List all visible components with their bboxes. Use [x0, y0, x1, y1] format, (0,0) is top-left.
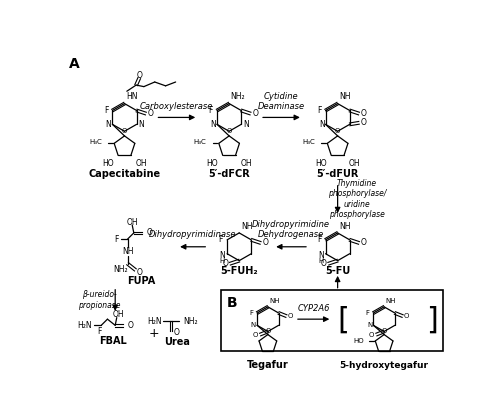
Text: O: O [360, 239, 366, 247]
Text: O: O [136, 268, 142, 277]
Text: Carboxylesterase: Carboxylesterase [140, 102, 213, 111]
Text: HO: HO [206, 159, 218, 168]
Text: NH₂: NH₂ [230, 92, 246, 101]
Text: +: + [148, 326, 160, 340]
Text: H₃C: H₃C [302, 139, 315, 145]
Text: O: O [360, 118, 366, 127]
Text: HN: HN [126, 92, 138, 101]
Text: H₂N: H₂N [78, 321, 92, 330]
Text: O: O [222, 259, 228, 268]
Text: N: N [250, 322, 256, 328]
Text: FUPA: FUPA [128, 276, 156, 286]
Text: O: O [226, 128, 232, 134]
Text: O: O [404, 313, 409, 319]
Text: Dihydropyrimidinase: Dihydropyrimidinase [149, 230, 236, 239]
Text: O: O [382, 328, 387, 334]
Text: N: N [319, 120, 324, 129]
Text: β-ureido-
propionase: β-ureido- propionase [78, 290, 121, 310]
Text: F: F [104, 106, 108, 115]
Text: F: F [218, 235, 223, 244]
Text: NH₂: NH₂ [184, 317, 198, 326]
Text: N: N [243, 120, 248, 129]
Text: O: O [335, 128, 340, 134]
Text: O: O [360, 109, 366, 118]
Text: ]: ] [426, 306, 438, 334]
Text: NH: NH [241, 222, 252, 231]
Text: Dihydropyrimidine
Dehydrogenase: Dihydropyrimidine Dehydrogenase [252, 220, 330, 239]
Text: O: O [128, 321, 134, 330]
Text: Tegafur: Tegafur [247, 360, 289, 371]
Text: H: H [318, 257, 324, 263]
Text: F: F [317, 235, 322, 244]
Text: F: F [98, 327, 102, 336]
Text: CYP2A6: CYP2A6 [298, 304, 330, 313]
FancyBboxPatch shape [220, 290, 443, 352]
Text: 5-FU: 5-FU [325, 266, 350, 276]
Text: 5-hydroxytegafur: 5-hydroxytegafur [340, 361, 428, 370]
Text: NH: NH [339, 222, 350, 231]
Text: 5-FUH₂: 5-FUH₂ [220, 266, 258, 276]
Text: O: O [265, 328, 270, 334]
Text: 5′-dFCR: 5′-dFCR [208, 169, 250, 179]
Text: 5′-dFUR: 5′-dFUR [316, 169, 359, 179]
Text: H₂N: H₂N [147, 317, 162, 326]
Text: OH: OH [126, 218, 138, 227]
Text: N: N [367, 322, 372, 328]
Text: O: O [262, 239, 268, 247]
Text: OH: OH [112, 310, 124, 319]
Text: F: F [114, 235, 119, 243]
Text: O: O [252, 109, 258, 118]
Text: OH: OH [348, 159, 360, 168]
Text: Cytidine
Deaminase: Cytidine Deaminase [258, 92, 304, 111]
Text: OH: OH [240, 159, 252, 168]
Text: F: F [365, 310, 369, 316]
Text: HO: HO [315, 159, 326, 168]
Text: O: O [369, 332, 374, 338]
Text: HO: HO [354, 338, 364, 344]
Text: NH: NH [122, 247, 134, 256]
Text: Urea: Urea [164, 337, 190, 347]
Text: H₃C: H₃C [194, 139, 206, 145]
Text: O: O [174, 328, 180, 337]
Text: N: N [210, 120, 216, 129]
Text: [: [ [337, 306, 349, 334]
Text: N: N [138, 120, 144, 129]
Text: O: O [320, 259, 326, 268]
Text: A: A [68, 57, 80, 71]
Text: O: O [253, 332, 258, 338]
Text: Thymidine
phosphorylase/
uridine
phosphorylase: Thymidine phosphorylase/ uridine phospho… [328, 179, 386, 219]
Text: O: O [148, 109, 154, 118]
Text: O: O [146, 229, 152, 237]
Text: FBAL: FBAL [99, 336, 127, 346]
Text: NH₂: NH₂ [113, 265, 128, 274]
Text: HO: HO [102, 159, 114, 168]
Text: F: F [208, 106, 213, 115]
Text: OH: OH [136, 159, 147, 168]
Text: H₃C: H₃C [89, 139, 102, 145]
Text: Capecitabine: Capecitabine [88, 169, 160, 179]
Text: N: N [318, 251, 324, 260]
Text: NH: NH [386, 298, 396, 304]
Text: O: O [122, 128, 127, 134]
Text: O: O [136, 71, 142, 79]
Text: N: N [106, 120, 112, 129]
Text: F: F [249, 310, 253, 316]
Text: H: H [220, 257, 225, 263]
Text: NH: NH [339, 92, 350, 101]
Text: F: F [317, 106, 322, 115]
Text: O: O [288, 313, 293, 319]
Text: N: N [220, 251, 226, 260]
Text: B: B [227, 296, 237, 310]
Text: NH: NH [270, 298, 280, 304]
